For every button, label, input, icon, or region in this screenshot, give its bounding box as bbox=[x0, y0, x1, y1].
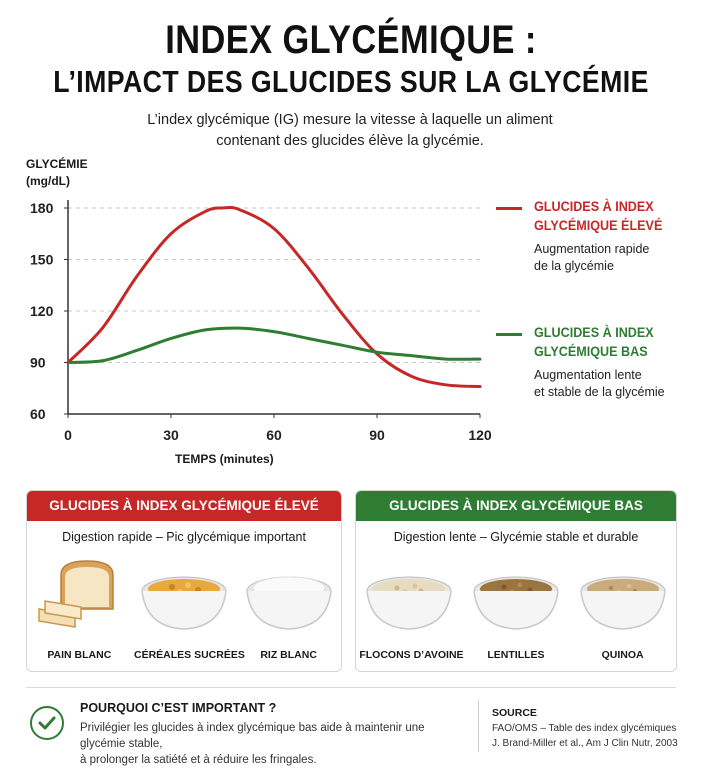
x-tick-label: 30 bbox=[163, 427, 179, 443]
intro-text: L’index glycémique (IG) mesure la vitess… bbox=[100, 110, 600, 152]
legend-high-title: GLUCIDES À INDEX GLYCÉMIQUE ÉLEVÉ bbox=[534, 197, 680, 235]
page-title-line1: INDEX GLYCÉMIQUE : bbox=[165, 18, 537, 62]
legend-low: GLUCIDES À INDEX GLYCÉMIQUE BAS Augmenta… bbox=[496, 323, 696, 401]
x-tick-label: 0 bbox=[64, 427, 72, 443]
legend-low-desc-line2: et stable de la glycémie bbox=[534, 385, 665, 399]
food-label: FLOCONS D’AVOINE bbox=[359, 649, 464, 661]
cereal-bowl-icon bbox=[141, 576, 227, 630]
x-tick-label: 60 bbox=[266, 427, 282, 443]
legend-high-desc-line2: de la glycémie bbox=[534, 259, 614, 273]
food-label: QUINOA bbox=[601, 649, 644, 661]
series-line-low-gi bbox=[66, 326, 482, 364]
why-title: POURQUOI C’EST IMPORTANT ? bbox=[80, 701, 277, 715]
high-gi-panel: GLUCIDES À INDEX GLYCÉMIQUE ÉLEVÉ Digest… bbox=[26, 490, 342, 672]
high-gi-panel-subtitle: Digestion rapide – Pic glycémique import… bbox=[62, 530, 306, 544]
legend-high-swatch bbox=[496, 207, 522, 210]
check-icon bbox=[30, 706, 64, 740]
why-line1: Privilégier les glucides à index glycémi… bbox=[80, 722, 425, 750]
y-tick-label: 60 bbox=[30, 406, 46, 422]
rice-bowl-icon bbox=[245, 576, 332, 630]
y-tick-label: 150 bbox=[30, 252, 54, 268]
legend-low-desc-line1: Augmentation lente bbox=[534, 368, 642, 382]
bread-icon bbox=[38, 560, 115, 628]
food-item-flocons-avoine: FLOCONS D’AVOINE bbox=[359, 557, 464, 661]
food-item-quinoa: QUINOA bbox=[573, 557, 673, 661]
legend-high-desc: Augmentation rapide de la glycémie bbox=[534, 241, 696, 275]
y-axis-label: GLYCÉMIE (mg/dL) bbox=[26, 156, 88, 190]
legend-high: GLUCIDES À INDEX GLYCÉMIQUE ÉLEVÉ Augmen… bbox=[496, 197, 696, 275]
intro-line2: contenant des glucides élève la glycémie… bbox=[216, 133, 484, 149]
oats-bowl-icon bbox=[366, 576, 453, 630]
legend-low-desc: Augmentation lente et stable de la glycé… bbox=[534, 367, 696, 401]
legend-high-title-line1: GLUCIDES À INDEX bbox=[534, 198, 654, 214]
food-label: RIZ BLANC bbox=[260, 649, 317, 661]
lentils-bowl-icon bbox=[473, 576, 559, 630]
series-line-high-gi bbox=[66, 205, 482, 389]
x-tick-label: 90 bbox=[369, 427, 385, 443]
legend-low-title-line1: GLUCIDES À INDEX bbox=[534, 324, 654, 340]
source-line1: FAO/OMS – Table des index glycémiques bbox=[492, 723, 677, 734]
y-tick-label: 180 bbox=[30, 200, 54, 216]
glycemia-chart: 60 90 120 150 180 0 30 60 90 120 bbox=[30, 200, 492, 443]
quinoa-bowl-icon bbox=[579, 576, 666, 630]
source-text: FAO/OMS – Table des index glycémiques J.… bbox=[492, 721, 692, 751]
source-title: SOURCE bbox=[492, 707, 537, 719]
page-title-line2: L’IMPACT DES GLUCIDES SUR LA GLYCÉMIE bbox=[53, 64, 649, 99]
footer-separator bbox=[478, 700, 479, 752]
food-item-riz-blanc: RIZ BLANC bbox=[239, 557, 339, 661]
food-item-cereales-sucrees: CÉRÉALES SUCRÉES bbox=[133, 557, 245, 661]
why-line2: à prolonger la satiété et à réduire les … bbox=[80, 754, 317, 766]
legend-high-desc-line1: Augmentation rapide bbox=[534, 242, 650, 256]
y-tick-label: 120 bbox=[30, 303, 54, 319]
intro-line1: L’index glycémique (IG) mesure la vitess… bbox=[147, 112, 553, 128]
food-label: PAIN BLANC bbox=[47, 649, 112, 661]
x-tick-label: 120 bbox=[468, 427, 492, 443]
legend-high-title-line2: GLYCÉMIQUE ÉLEVÉ bbox=[534, 217, 663, 233]
y-axis-label-line1: GLYCÉMIE bbox=[26, 157, 88, 171]
low-gi-food-row: FLOCONS D’AVOINE LENTILLES QUINOA bbox=[356, 557, 676, 661]
low-gi-panel: GLUCIDES À INDEX GLYCÉMIQUE BAS Digestio… bbox=[355, 490, 677, 672]
source-line2: J. Brand-Miller et al., Am J Clin Nutr, … bbox=[492, 738, 678, 749]
y-axis-label-line2: (mg/dL) bbox=[26, 174, 70, 188]
food-item-pain-blanc: PAIN BLANC bbox=[29, 557, 129, 661]
legend-low-title-line2: GLYCÉMIQUE BAS bbox=[534, 343, 648, 359]
footer-divider bbox=[26, 687, 676, 688]
high-gi-panel-header: GLUCIDES À INDEX GLYCÉMIQUE ÉLEVÉ bbox=[27, 491, 341, 521]
legend-low-title: GLUCIDES À INDEX GLYCÉMIQUE BAS bbox=[534, 323, 680, 361]
low-gi-panel-subtitle: Digestion lente – Glycémie stable et dur… bbox=[393, 530, 639, 544]
food-label: CÉRÉALES SUCRÉES bbox=[133, 649, 245, 661]
why-text: Privilégier les glucides à index glycémi… bbox=[80, 720, 470, 768]
low-gi-panel-header: GLUCIDES À INDEX GLYCÉMIQUE BAS bbox=[356, 491, 676, 521]
high-gi-food-row: PAIN BLANC CÉRÉALES SUCRÉES RIZ BLANC bbox=[27, 557, 341, 661]
x-axis-label: TEMPS (minutes) bbox=[175, 452, 274, 466]
food-item-lentilles: LENTILLES bbox=[466, 557, 566, 661]
y-tick-label: 90 bbox=[30, 355, 46, 371]
food-label: LENTILLES bbox=[487, 649, 545, 661]
legend-low-swatch bbox=[496, 333, 522, 336]
